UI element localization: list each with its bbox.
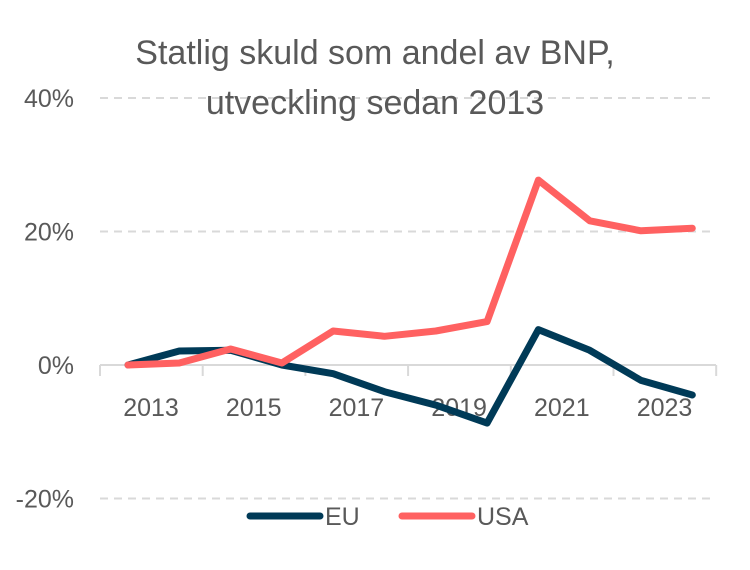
series-lines (124, 176, 696, 427)
chart-title-line-1: Statlig skuld som andel av BNP, (135, 34, 614, 72)
x-tick-label: 2017 (329, 394, 385, 422)
y-tick-label: -20% (16, 486, 74, 514)
x-tick-label: 2015 (226, 394, 282, 422)
series-line-usa (124, 176, 696, 369)
legend: EU USA (246, 503, 529, 531)
legend-label-usa: USA (477, 503, 529, 531)
y-tick-label: 40% (24, 85, 74, 113)
x-tick-label: 2013 (123, 394, 179, 422)
y-axis-ticks: 40% 20% 0% -20% (16, 85, 74, 514)
gridlines (100, 97, 716, 500)
y-tick-label: 20% (24, 219, 74, 247)
y-tick-label: 0% (38, 352, 74, 380)
legend-label-eu: EU (325, 503, 360, 531)
x-tick-label: 2023 (637, 394, 693, 422)
series-line-eu (124, 326, 696, 427)
chart-title-line-2: utveckling sedan 2013 (206, 84, 544, 122)
x-tick-label: 2021 (534, 394, 590, 422)
